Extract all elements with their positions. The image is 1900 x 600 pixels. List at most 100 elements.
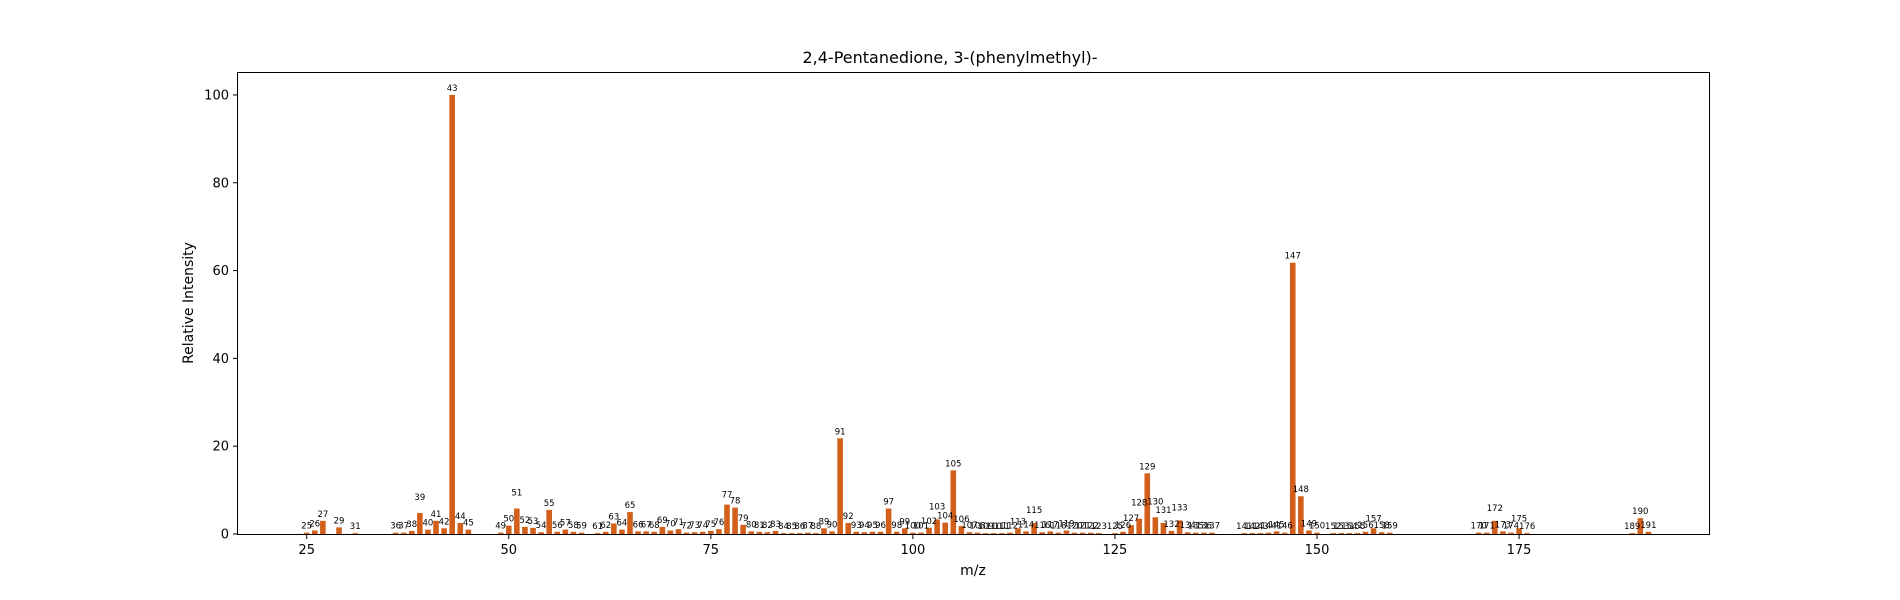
bar-mz-152 xyxy=(1330,533,1336,534)
bar-label-mz-119: 119 xyxy=(1058,519,1074,529)
bar-label-mz-131: 131 xyxy=(1155,506,1171,516)
bar-label-mz-86: 86 xyxy=(794,522,805,532)
bar-mz-80 xyxy=(748,531,755,534)
bar-label-mz-122: 122 xyxy=(1083,522,1099,532)
bar-mz-71 xyxy=(675,529,682,534)
bar-label-mz-173: 173 xyxy=(1495,520,1511,530)
bar-label-mz-93: 93 xyxy=(851,521,862,531)
bar-label-mz-57: 57 xyxy=(560,519,571,529)
bar-label-mz-66: 66 xyxy=(633,520,644,530)
bar-mz-82 xyxy=(764,532,771,534)
bar-mz-154 xyxy=(1346,533,1353,534)
bar-mz-36 xyxy=(392,532,399,534)
bar-mz-101 xyxy=(918,532,924,534)
bar-mz-142 xyxy=(1249,533,1256,534)
bar-label-mz-81: 81 xyxy=(754,521,765,531)
bar-mz-73 xyxy=(691,532,698,534)
bar-label-mz-127: 127 xyxy=(1123,514,1139,524)
x-tick-label-175: 175 xyxy=(1507,543,1532,558)
bar-mz-144 xyxy=(1265,532,1272,534)
bar-label-mz-191: 191 xyxy=(1640,521,1656,531)
bar-label-mz-55: 55 xyxy=(544,499,555,509)
bar-mz-141 xyxy=(1241,533,1248,534)
bar-mz-55 xyxy=(546,509,552,534)
bar-mz-103 xyxy=(934,519,940,534)
bar-label-mz-113: 113 xyxy=(1010,517,1026,527)
bar-mz-45 xyxy=(465,529,472,534)
bar-label-mz-121: 121 xyxy=(1074,522,1090,532)
bar-mz-120 xyxy=(1071,532,1078,534)
bar-label-mz-26: 26 xyxy=(309,519,320,529)
bar-label-mz-69: 69 xyxy=(657,516,668,526)
bar-label-mz-65: 65 xyxy=(625,501,636,511)
bar-mz-129 xyxy=(1144,473,1151,534)
bar-mz-127 xyxy=(1128,525,1134,534)
bar-mz-132 xyxy=(1168,530,1175,534)
bar-mz-63 xyxy=(611,523,617,534)
bar-label-mz-101: 101 xyxy=(913,522,929,532)
bar-mz-176 xyxy=(1524,533,1530,534)
y-axis-label: Relative Intensity xyxy=(181,242,197,364)
bar-mz-111 xyxy=(998,533,1005,534)
bar-label-mz-38: 38 xyxy=(406,520,417,530)
bar-label-mz-176: 176 xyxy=(1519,522,1535,532)
bar-label-mz-156: 156 xyxy=(1357,521,1373,531)
bar-label-mz-78: 78 xyxy=(730,497,741,507)
bar-label-mz-70: 70 xyxy=(665,519,676,529)
bar-label-mz-117: 117 xyxy=(1042,520,1058,530)
bar-mz-91 xyxy=(837,438,843,534)
bar-mz-44 xyxy=(457,523,464,534)
bar-label-mz-27: 27 xyxy=(317,510,328,520)
bar-label-mz-37: 37 xyxy=(398,522,409,532)
bar-label-mz-134: 134 xyxy=(1180,521,1196,531)
bar-mz-126 xyxy=(1120,531,1126,534)
bar-mz-43 xyxy=(449,94,455,534)
bar-mz-134 xyxy=(1184,532,1191,534)
bar-label-mz-79: 79 xyxy=(738,514,749,524)
bar-mz-65 xyxy=(627,512,633,534)
bar-label-mz-75: 75 xyxy=(705,520,716,530)
x-tick-label-50: 50 xyxy=(500,543,517,558)
x-axis-label: m/z xyxy=(960,563,986,579)
bar-mz-155 xyxy=(1354,533,1361,534)
bar-mz-123 xyxy=(1095,533,1102,534)
bar-label-mz-97: 97 xyxy=(883,498,894,508)
bar-label-mz-158: 158 xyxy=(1374,521,1390,531)
bar-label-mz-105: 105 xyxy=(945,459,961,469)
bar-mz-97 xyxy=(885,508,892,534)
y-tick-label-0: 0 xyxy=(221,528,229,543)
bar-label-mz-42: 42 xyxy=(439,517,450,527)
bar-label-mz-110: 110 xyxy=(986,522,1002,532)
bar-mz-130 xyxy=(1152,517,1159,534)
bar-mz-93 xyxy=(853,531,860,534)
bar-mz-109 xyxy=(982,533,989,534)
bar-mz-135 xyxy=(1192,532,1199,534)
bar-mz-173 xyxy=(1500,531,1506,534)
bar-label-mz-123: 123 xyxy=(1091,522,1107,532)
bar-label-mz-135: 135 xyxy=(1188,522,1204,532)
bar-mz-170 xyxy=(1475,532,1482,534)
bar-label-mz-126: 126 xyxy=(1115,521,1131,531)
bar-label-mz-74: 74 xyxy=(697,521,708,531)
bar-mz-62 xyxy=(602,531,609,534)
chart-title: 2,4-Pentanedione, 3-(phenylmethyl)- xyxy=(802,48,1097,67)
bar-label-mz-107: 107 xyxy=(961,521,977,531)
bar-label-mz-40: 40 xyxy=(423,519,434,529)
bar-label-mz-72: 72 xyxy=(681,522,692,532)
bar-mz-56 xyxy=(554,531,561,534)
y-tick-label-60: 60 xyxy=(212,264,229,279)
bar-label-mz-104: 104 xyxy=(937,512,953,522)
bar-label-mz-95: 95 xyxy=(867,521,878,531)
bar-mz-148 xyxy=(1298,496,1304,534)
bar-mz-158 xyxy=(1378,532,1385,534)
bar-label-mz-114: 114 xyxy=(1018,520,1034,530)
bar-label-mz-89: 89 xyxy=(819,517,830,527)
bar-mz-191 xyxy=(1645,531,1652,534)
bar-mz-159 xyxy=(1386,532,1393,534)
bar-label-mz-133: 133 xyxy=(1171,503,1187,513)
bar-mz-104 xyxy=(942,522,949,534)
bar-label-mz-102: 102 xyxy=(921,517,937,527)
bar-mz-137 xyxy=(1209,532,1215,534)
